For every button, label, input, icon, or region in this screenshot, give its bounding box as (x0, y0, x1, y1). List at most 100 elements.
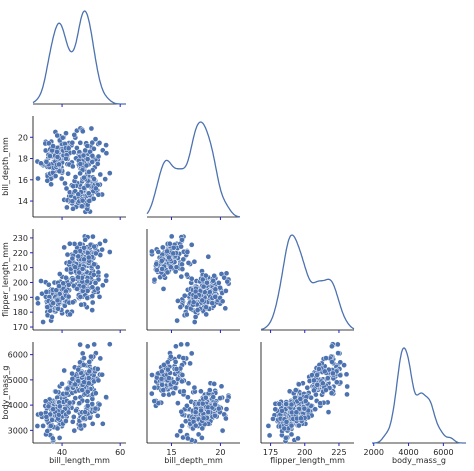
scatter-point (78, 301, 85, 308)
scatter-point (73, 407, 79, 414)
scatter-point (194, 307, 201, 313)
scatter-point (97, 240, 103, 247)
scatter-point (288, 422, 295, 429)
scatter-point (59, 134, 66, 141)
scatter-point (65, 145, 72, 152)
scatter-point (81, 355, 87, 361)
scatter-point (56, 403, 63, 410)
scatter-point (49, 435, 56, 442)
scatter-point (180, 388, 187, 395)
y-tick-label: 5000 (8, 376, 28, 385)
scatter-point (343, 371, 350, 378)
scatter-point (179, 236, 185, 243)
scatter-point (62, 180, 68, 187)
y-tick-label: 6000 (8, 351, 28, 360)
scatter-point (92, 280, 99, 286)
scatter-point (95, 191, 102, 198)
x-tick-label: 15 (166, 448, 176, 457)
y-tick-label: 200 (13, 278, 28, 287)
scatter-point (86, 359, 93, 365)
scatter-point (103, 142, 109, 148)
scatter-point (265, 423, 272, 429)
scatter-point (54, 132, 61, 139)
scatter-point (45, 403, 52, 410)
scatter-point (75, 274, 82, 281)
y-tick-label: 16 (18, 176, 28, 185)
scatter-point (49, 314, 55, 320)
scatter-point (71, 241, 78, 247)
scatter-point (65, 293, 72, 300)
scatter-point (341, 362, 347, 368)
scatter-point (77, 170, 83, 177)
scatter-point (324, 375, 331, 381)
scatter-point (63, 274, 69, 281)
scatter-point (84, 143, 91, 149)
scatter-point (279, 408, 285, 414)
x-tick-label: 200 (297, 448, 312, 457)
scatter-point (212, 286, 219, 293)
scatter-point (199, 297, 206, 304)
scatter-point (288, 431, 295, 438)
scatter-point (61, 367, 68, 374)
scatter-point (167, 264, 174, 271)
scatter-point (178, 408, 185, 415)
scatter-point (96, 293, 103, 300)
scatter-point (91, 145, 97, 152)
scatter-point (56, 435, 63, 441)
scatter-point (166, 240, 173, 247)
scatter-point (160, 387, 167, 393)
scatter-point (63, 185, 70, 192)
x-tick-label: 40 (57, 448, 67, 457)
scatter-point (95, 269, 102, 276)
scatter-point (75, 366, 82, 373)
scatter-point (173, 366, 180, 372)
scatter-point (89, 299, 96, 306)
scatter-point (61, 244, 68, 251)
scatter-point (69, 139, 76, 146)
scatter-point (79, 350, 86, 357)
scatter-point (96, 140, 103, 146)
scatter-point (224, 397, 231, 404)
scatter-point (47, 153, 53, 159)
scatter-point (185, 380, 192, 387)
scatter-point (84, 295, 91, 301)
scatter-point (210, 394, 217, 400)
scatter-point (170, 390, 177, 397)
scatter-point (188, 275, 195, 282)
scatter-point (187, 360, 193, 367)
scatter-point (66, 240, 73, 247)
scatter-point (223, 415, 229, 422)
scatter-point (185, 260, 192, 266)
scatter-point (40, 423, 46, 429)
scatter-point (69, 198, 76, 205)
scatter-point (148, 390, 155, 397)
scatter-point (70, 205, 76, 212)
scatter-point (293, 409, 300, 416)
scatter-point (63, 130, 69, 137)
scatter-point (79, 128, 86, 135)
scatter-point (283, 435, 289, 441)
scatter-point (205, 409, 212, 415)
scatter-point (71, 427, 78, 434)
scatter-point (151, 398, 158, 404)
scatter-point (266, 432, 273, 439)
scatter-point (81, 256, 87, 263)
scatter-point (172, 385, 179, 391)
scatter-point (35, 175, 41, 182)
scatter-point (184, 402, 190, 409)
scatter-point (301, 405, 308, 412)
scatter-point (191, 384, 198, 391)
scatter-point (75, 191, 82, 198)
scatter-point (44, 177, 51, 184)
scatter-point (40, 319, 46, 325)
scatter-point (190, 299, 197, 306)
scatter-point (91, 243, 98, 250)
scatter-point (69, 163, 76, 170)
scatter-point (174, 432, 180, 439)
y-tick-label: 4000 (8, 401, 28, 410)
scatter-point (94, 161, 101, 167)
x-tick-label: 6000 (433, 448, 453, 457)
scatter-point (160, 286, 167, 292)
scatter-point (70, 414, 77, 420)
